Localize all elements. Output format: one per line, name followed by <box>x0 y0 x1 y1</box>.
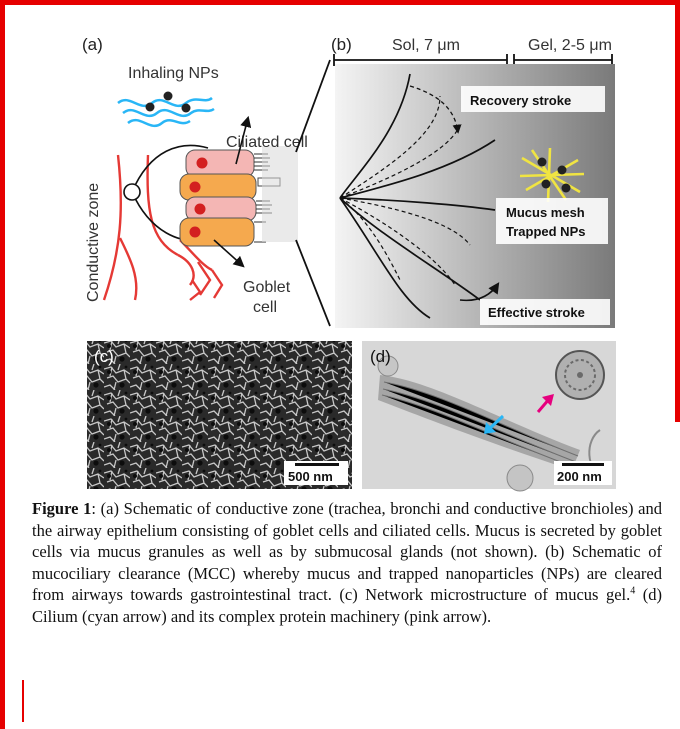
frame-right-border <box>675 0 680 422</box>
panel-c: (c) 500 nm <box>87 341 352 489</box>
frame-left-border <box>0 0 5 729</box>
caption-reference: 4 <box>630 585 636 597</box>
zoom-lens <box>123 144 209 242</box>
panel-c-label: (c) <box>94 347 114 366</box>
caption-text: : (a) Schematic of conductive zone (trac… <box>32 499 662 604</box>
caption-left-bar <box>22 680 24 722</box>
caption-text-end: (d) Cilium (cyan arrow) and its complex … <box>32 585 662 626</box>
panel-a-label: (a) <box>82 35 103 54</box>
connector-bottom <box>295 239 331 327</box>
cilia-beat <box>339 73 500 319</box>
effective-stroke-label: Effective stroke <box>488 305 585 320</box>
panel-b: (b) Sol, 7 μm Gel, 2-5 μm Recovery strok… <box>331 35 615 328</box>
recovery-stroke-label: Recovery stroke <box>470 93 571 108</box>
epithelium <box>179 146 298 247</box>
scale-bar-c-label: 500 nm <box>288 469 333 484</box>
gel-label: Gel, 2-5 μm <box>528 37 612 54</box>
mucus-mesh <box>519 147 585 203</box>
recovery-label-box <box>461 86 605 112</box>
mesh-label-box <box>496 198 608 244</box>
figure-caption: Figure 1: (a) Schematic of conductive zo… <box>32 498 662 627</box>
sol-label: Sol, 7 μm <box>392 37 460 54</box>
goblet-label-line2: cell <box>253 299 277 316</box>
scale-bar-d <box>562 463 604 466</box>
panel-a: (a) Inhaling NPs Conductive zone <box>82 35 331 327</box>
figure-1: (a) Inhaling NPs Conductive zone <box>82 35 616 492</box>
goblet-label-line1: Goblet <box>243 279 291 296</box>
cyan-arrow <box>484 414 505 434</box>
inhaling-nps-label: Inhaling NPs <box>128 65 219 82</box>
mucus-mesh-label: Mucus mesh <box>506 205 585 220</box>
pink-arrow <box>536 394 554 413</box>
inhaled-nanoparticles <box>117 91 215 128</box>
scale-bar-d-label: 200 nm <box>557 469 602 484</box>
goblet-cell-arrow <box>213 239 245 268</box>
connector-top <box>295 59 331 153</box>
panel-d-label: (d) <box>370 347 391 366</box>
effective-label-box <box>480 299 610 325</box>
trapped-nps-label: Trapped NPs <box>506 224 585 239</box>
scale-bar-c <box>295 463 339 466</box>
ciliated-cell-label: Ciliated cell <box>226 134 308 151</box>
frame-top-border <box>0 0 680 5</box>
caption-figure-label: Figure 1 <box>32 499 92 518</box>
conductive-zone-label: Conductive zone <box>85 183 102 302</box>
ciliated-cell-arrow <box>235 115 252 165</box>
panel-b-label: (b) <box>331 35 352 54</box>
panel-d: (d) 200 nm <box>362 341 616 492</box>
